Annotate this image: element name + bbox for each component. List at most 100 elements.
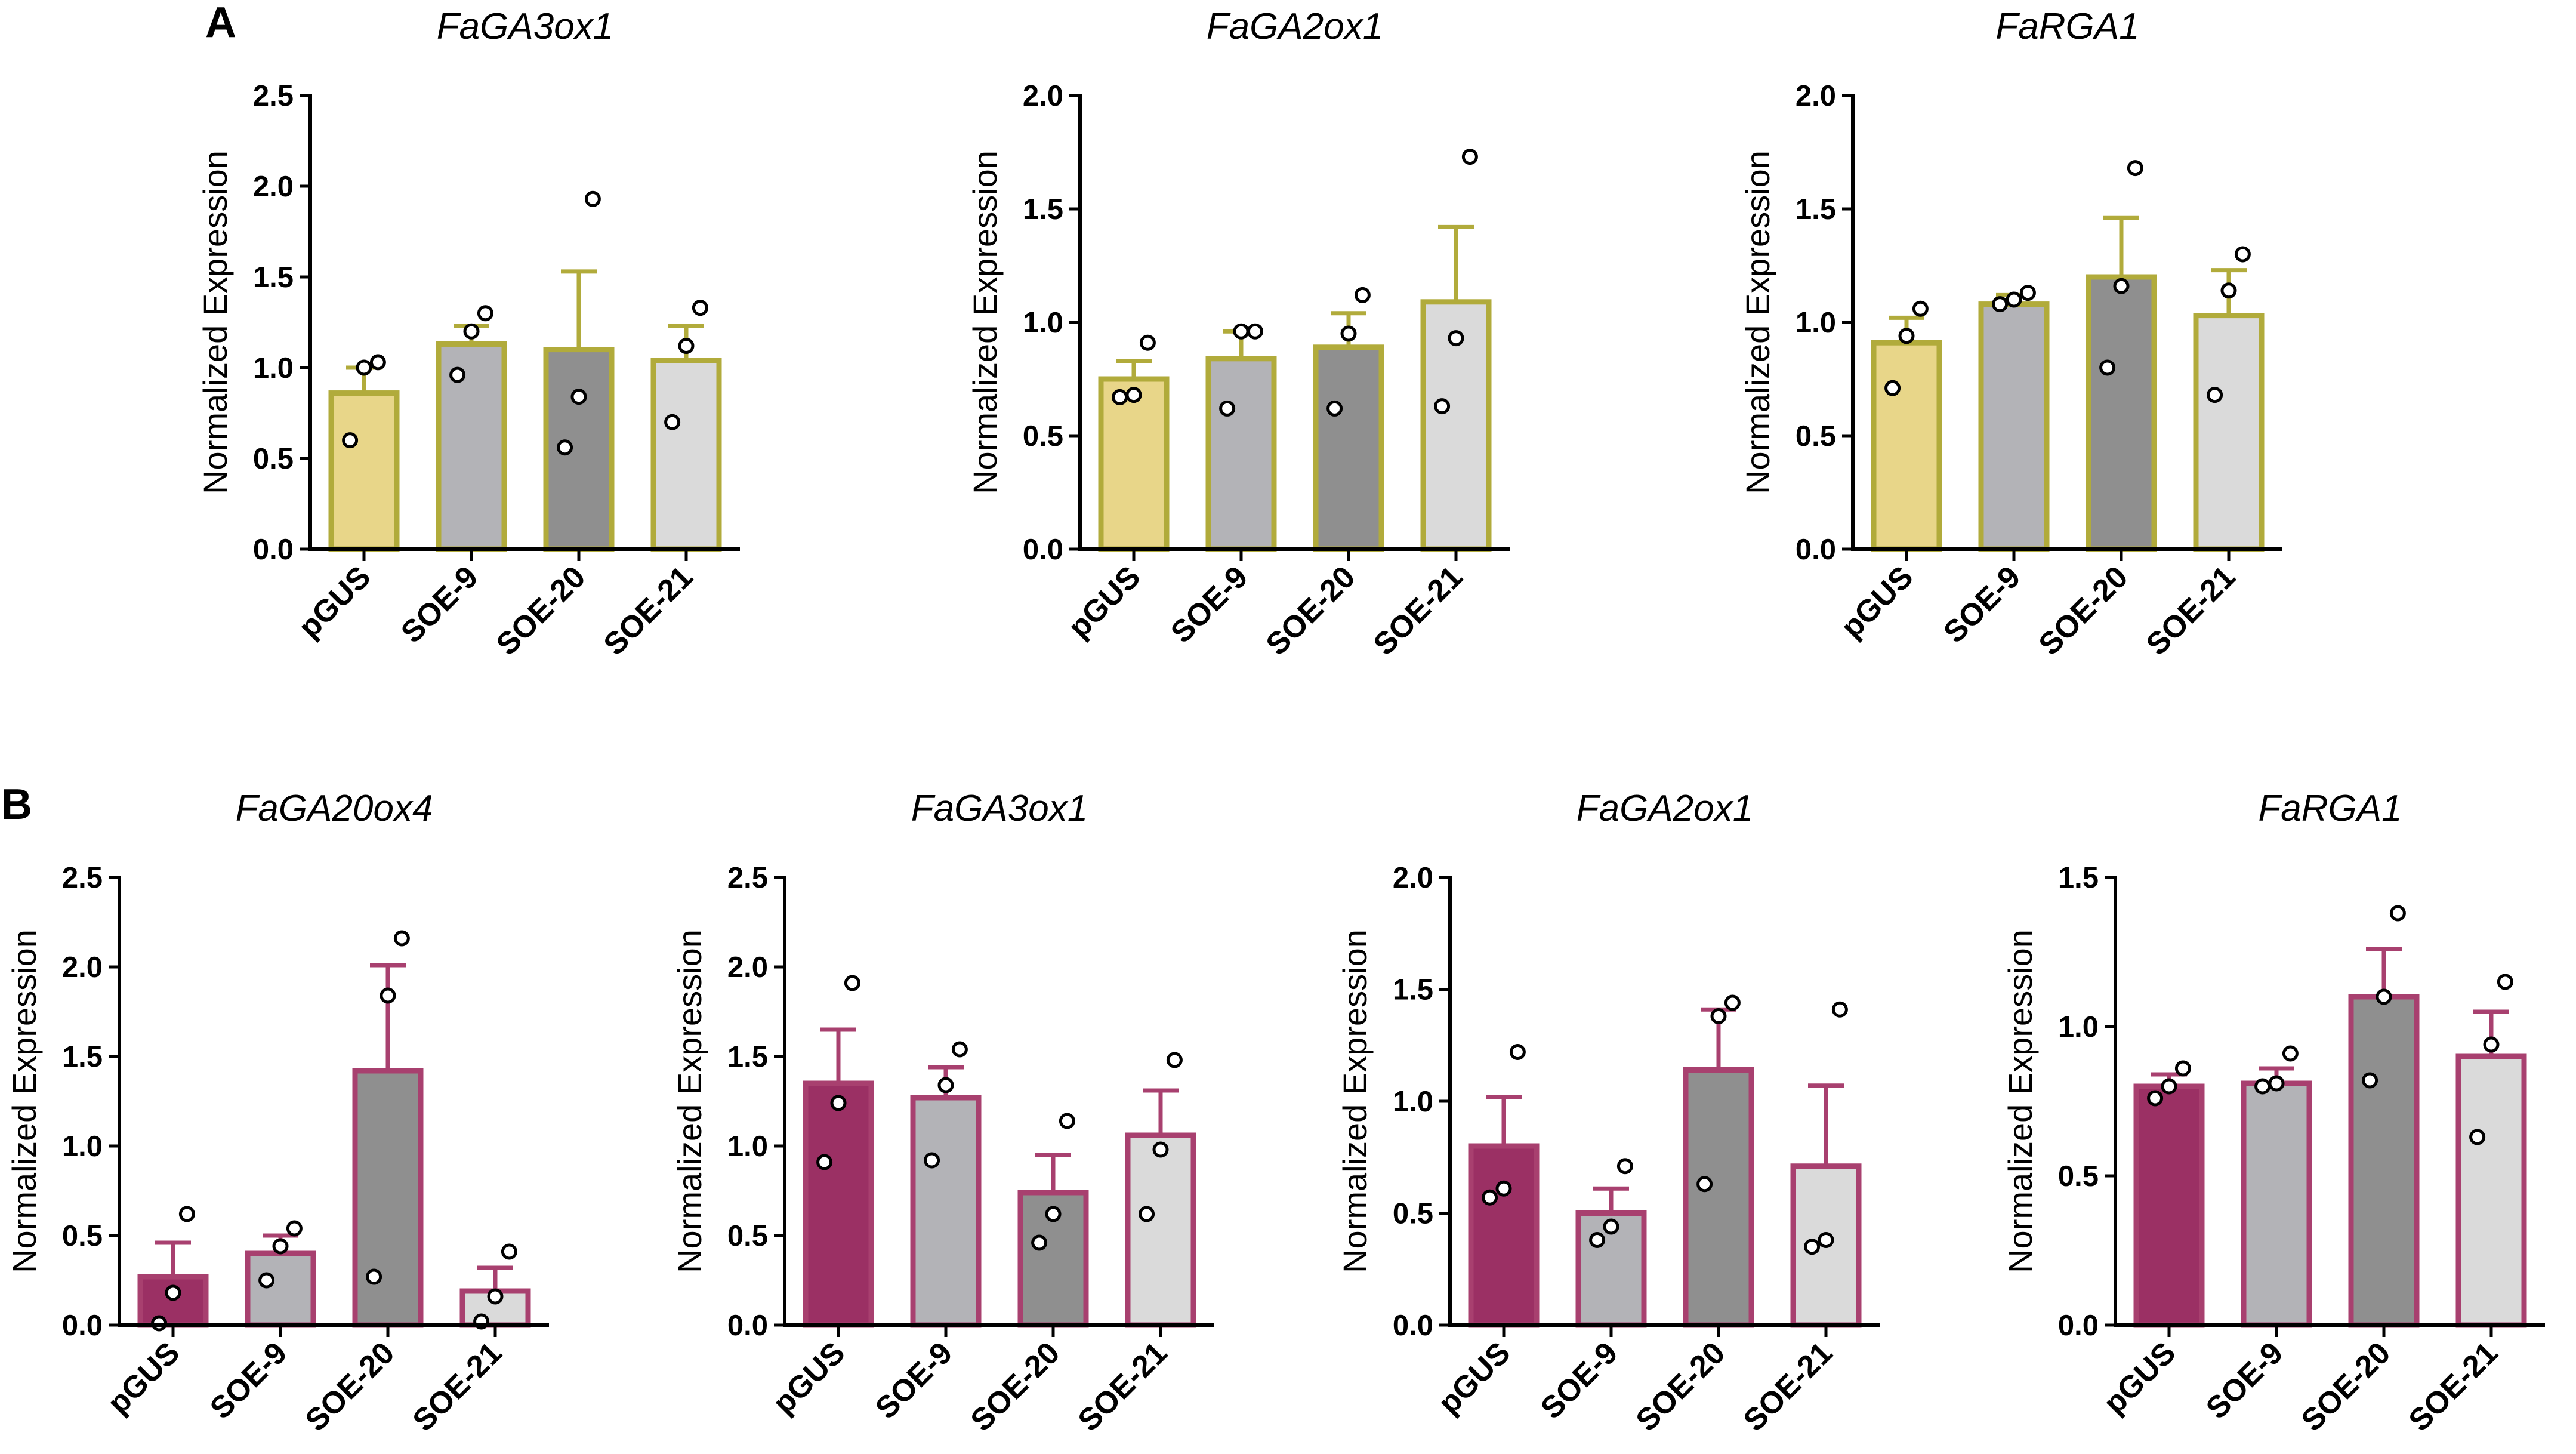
y-axis-label: Normalized Expression <box>1739 150 1776 494</box>
bar-pGUS <box>328 390 400 552</box>
data-point <box>356 359 372 376</box>
data-point <box>1461 149 1478 165</box>
x-tick-label: SOE-9 <box>869 1335 959 1425</box>
x-tick-label: SOE-20 <box>1260 559 1362 662</box>
y-tick-label: 0.5 <box>1023 420 1063 452</box>
y-tick-label: 0.0 <box>253 534 294 566</box>
data-point <box>1139 334 1156 351</box>
data-point <box>816 1154 833 1170</box>
data-point <box>380 987 396 1004</box>
x-tick-label: pGUS <box>1432 1335 1517 1421</box>
x-tick-label: SOE-9 <box>1164 559 1254 649</box>
data-point <box>1059 1113 1075 1129</box>
bar-SOE-20 <box>352 1068 424 1328</box>
data-point <box>1603 1218 1619 1235</box>
y-tick-label: 0.0 <box>727 1310 768 1342</box>
data-point <box>1434 398 1451 415</box>
bar-SOE-9 <box>1205 356 1277 552</box>
x-tick-label: SOE-20 <box>490 559 593 662</box>
data-point <box>557 439 573 456</box>
data-point <box>2376 988 2392 1005</box>
y-tick-label: 0.0 <box>2058 1310 2099 1342</box>
x-tick-label: SOE-21 <box>2140 559 2242 662</box>
bar-SOE-9 <box>2241 1080 2312 1328</box>
bar-SOE-20 <box>1313 344 1384 552</box>
data-point <box>463 323 480 340</box>
chart-1: FaGA2ox1 Normalized Expression 0.0 0.5 1.0 1.… <box>966 6 1510 662</box>
data-point <box>2174 1060 2191 1077</box>
data-point <box>1495 1180 1512 1197</box>
y-tick-label: 1.0 <box>1393 1086 1433 1118</box>
data-point <box>1898 328 1915 344</box>
chart-title: FaRGA1 <box>2258 788 2402 829</box>
x-tick-label: SOE-21 <box>1072 1335 1174 1438</box>
bar-SOE-21 <box>2455 1053 2527 1328</box>
data-point <box>1152 1141 1169 1158</box>
data-point <box>2483 1036 2500 1053</box>
data-point <box>1724 994 1741 1011</box>
x-tick-label: SOE-9 <box>2199 1335 2290 1425</box>
bar-SOE-9 <box>910 1095 982 1328</box>
data-point <box>1992 296 2009 313</box>
bar-SOE-21 <box>650 358 722 552</box>
data-point <box>1509 1044 1526 1060</box>
data-point <box>2362 1072 2378 1089</box>
y-tick-label: 0.0 <box>1023 534 1063 566</box>
chart-title: FaGA2ox1 <box>1577 788 1753 829</box>
data-point <box>2019 285 2036 301</box>
data-point <box>366 1268 382 1285</box>
y-tick-label: 1.0 <box>1023 307 1063 339</box>
y-tick-label: 1.5 <box>1796 193 1836 226</box>
bar-SOE-9 <box>245 1250 316 1328</box>
data-point <box>1912 300 1929 317</box>
data-point <box>2207 387 2223 403</box>
data-point <box>664 414 681 430</box>
data-point <box>272 1238 289 1255</box>
y-tick-label: 1.5 <box>727 1041 768 1073</box>
x-tick-label: SOE-21 <box>2402 1335 2505 1438</box>
chart-0: FaGA3ox1 Normalized Expression 0.0 0.5 1.0 1.… <box>196 6 740 662</box>
y-tick-label: 0.5 <box>727 1220 768 1252</box>
y-tick-label: 0.5 <box>1393 1198 1433 1230</box>
chart-title: FaGA3ox1 <box>911 788 1088 829</box>
data-point <box>2161 1078 2177 1095</box>
y-tick-label: 0.5 <box>2058 1160 2099 1193</box>
data-point <box>584 190 601 207</box>
data-point <box>2268 1075 2285 1092</box>
data-point <box>2220 282 2237 299</box>
y-axis-label: Normalized Expression <box>966 150 1004 494</box>
data-point <box>1031 1234 1048 1251</box>
x-tick-label: pGUS <box>292 559 377 645</box>
data-point <box>2497 974 2513 990</box>
y-tick-label: 1.5 <box>1393 974 1433 1006</box>
x-tick-label: SOE-20 <box>1630 1335 1732 1438</box>
x-tick-label: pGUS <box>766 1335 852 1421</box>
y-tick-label: 0.5 <box>1796 420 1836 452</box>
y-tick-label: 2.5 <box>727 862 768 894</box>
data-point <box>678 338 695 355</box>
data-point <box>501 1243 517 1260</box>
y-tick-label: 1.0 <box>62 1130 103 1163</box>
data-point <box>2282 1045 2299 1062</box>
data-point <box>1354 287 1371 303</box>
chart-title: FaRGA1 <box>1995 6 2139 47</box>
x-tick-label: pGUS <box>1062 559 1147 645</box>
y-tick-label: 2.0 <box>253 171 294 203</box>
chart-title: FaGA20ox4 <box>236 788 433 829</box>
x-tick-label: SOE-20 <box>964 1335 1067 1438</box>
y-tick-label: 2.5 <box>253 80 294 112</box>
data-point <box>286 1220 303 1237</box>
y-tick-label: 2.0 <box>62 951 103 984</box>
chart-6: FaRGA1 Normalized Expression 0.0 0.5 1.0 1.5 p… <box>2001 788 2545 1438</box>
bar-SOE-20 <box>1683 1067 1754 1328</box>
bar-SOE-20 <box>2348 994 2420 1328</box>
data-point <box>2254 1078 2271 1095</box>
x-tick-label: SOE-9 <box>1534 1335 1624 1425</box>
data-point <box>1125 387 1142 403</box>
data-point <box>1710 1008 1727 1024</box>
data-point <box>2127 160 2143 177</box>
y-tick-label: 1.5 <box>2058 862 2099 894</box>
data-point <box>258 1272 275 1289</box>
data-point <box>1804 1239 1821 1255</box>
